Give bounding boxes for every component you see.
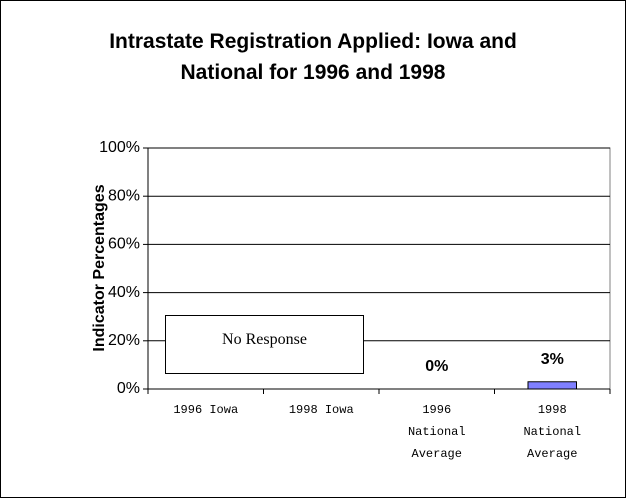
data-label: 3% xyxy=(541,351,564,368)
x-tick-label: 1996 Iowa xyxy=(173,403,239,417)
annotation: No Response xyxy=(165,315,364,374)
chart-title: Intrastate Registration Applied: Iowa an… xyxy=(109,30,517,84)
y-tick-label: 20% xyxy=(108,332,140,349)
y-tick-label: 0% xyxy=(117,380,140,397)
y-tick-label: 80% xyxy=(108,187,140,204)
y-axis-label: Indicator Percentages xyxy=(91,184,108,351)
x-tick-label: 1998 National Average xyxy=(523,403,582,461)
x-tick-label: 1996 National Average xyxy=(407,403,466,461)
y-tick-label: 100% xyxy=(99,139,140,156)
y-tick-label: 40% xyxy=(108,284,140,301)
data-label: 0% xyxy=(425,358,448,375)
x-tick-label: 1998 Iowa xyxy=(288,403,354,417)
bar xyxy=(527,381,578,390)
y-tick-label: 60% xyxy=(108,236,140,253)
